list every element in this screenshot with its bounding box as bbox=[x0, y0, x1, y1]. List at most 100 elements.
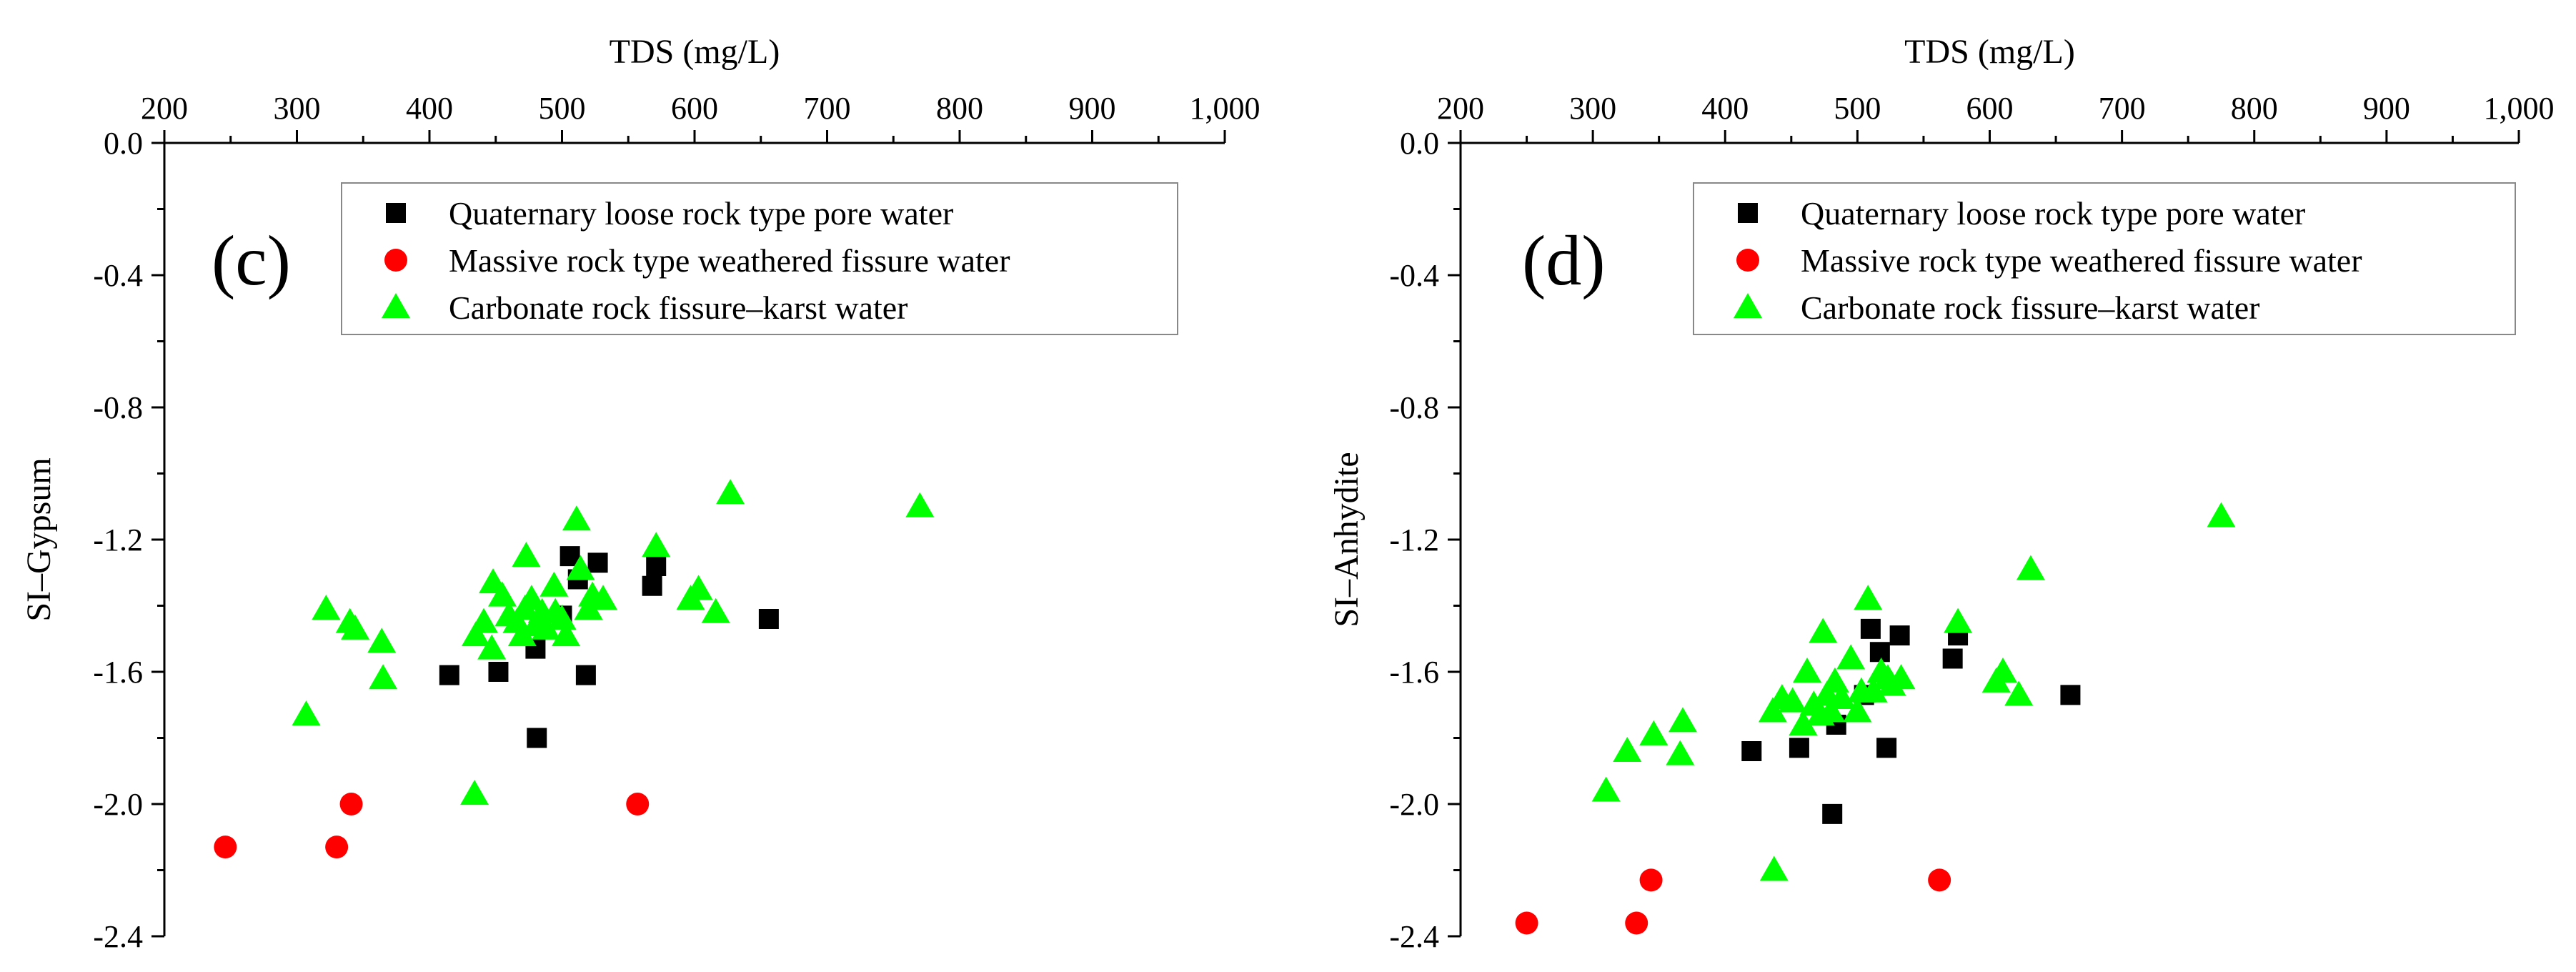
data-point bbox=[532, 614, 561, 640]
x-tick-label: 1,000 bbox=[2484, 91, 2555, 126]
panel-label: (d) bbox=[1522, 221, 1606, 300]
data-point bbox=[1789, 710, 1818, 735]
data-point bbox=[1820, 667, 1849, 693]
y-tick-label: -0.8 bbox=[1389, 390, 1439, 425]
data-point bbox=[488, 581, 517, 607]
x-axis-title: TDS (mg/L) bbox=[610, 33, 780, 71]
data-point bbox=[512, 542, 541, 567]
data-point bbox=[1669, 707, 1698, 733]
data-point bbox=[1869, 642, 1890, 663]
series-circle bbox=[1515, 868, 1951, 935]
data-point bbox=[642, 575, 662, 596]
legend-marker-circle bbox=[384, 249, 407, 272]
data-point bbox=[1741, 741, 1762, 761]
data-point bbox=[1758, 697, 1787, 723]
legend-label: Massive rock type weathered fissure wate… bbox=[1801, 242, 2362, 279]
data-point bbox=[1944, 608, 1973, 633]
data-point bbox=[1843, 697, 1872, 723]
data-point bbox=[1591, 776, 1621, 802]
x-tick-label: 300 bbox=[274, 91, 321, 126]
data-point bbox=[1827, 684, 1856, 709]
series-triangle bbox=[292, 479, 935, 805]
legend-marker-square bbox=[1738, 203, 1758, 223]
data-point bbox=[312, 595, 341, 620]
x-tick-label: 700 bbox=[2099, 91, 2146, 126]
data-point bbox=[1666, 740, 1695, 765]
data-point bbox=[1876, 738, 1897, 758]
legend-box bbox=[1693, 182, 2516, 335]
legend-marker-triangle bbox=[1734, 293, 1762, 318]
legend-label: Quaternary loose rock type pore water bbox=[449, 195, 953, 232]
x-tick-label: 800 bbox=[2231, 91, 2278, 126]
data-point bbox=[2016, 555, 2045, 580]
data-point bbox=[507, 621, 537, 647]
data-point bbox=[1778, 687, 1807, 713]
panel-label: (c) bbox=[212, 221, 291, 300]
x-tick-label: 800 bbox=[936, 91, 983, 126]
y-tick-label: 0.0 bbox=[104, 126, 143, 161]
x-tick-label: 600 bbox=[671, 91, 718, 126]
x-tick-label: 400 bbox=[406, 91, 453, 126]
data-point bbox=[1889, 625, 1910, 646]
data-point bbox=[552, 621, 581, 647]
x-tick-label: 200 bbox=[141, 91, 188, 126]
data-point bbox=[2004, 680, 2034, 706]
x-tick-label: 600 bbox=[1966, 91, 2014, 126]
data-point bbox=[547, 605, 577, 630]
x-tick-label: 400 bbox=[1701, 91, 1749, 126]
legend: Quaternary loose rock type pore water Mas… bbox=[341, 182, 1178, 335]
data-point bbox=[684, 575, 713, 600]
data-point bbox=[1859, 677, 1888, 703]
data-point bbox=[292, 700, 321, 726]
x-tick-label: 300 bbox=[1569, 91, 1616, 126]
data-point bbox=[1793, 658, 1822, 683]
y-tick-label: -0.4 bbox=[93, 258, 143, 293]
y-tick-label: -1.2 bbox=[1389, 522, 1439, 557]
y-axis-title: SI–Gypsum bbox=[20, 457, 58, 621]
data-point bbox=[1928, 868, 1951, 892]
data-point bbox=[701, 597, 730, 623]
data-point bbox=[460, 780, 489, 805]
data-point bbox=[1789, 738, 1809, 758]
data-point bbox=[2207, 502, 2236, 527]
series-triangle bbox=[1591, 502, 2236, 881]
y-tick-label: -2.0 bbox=[93, 787, 143, 822]
legend-marker-square bbox=[386, 203, 406, 223]
data-point bbox=[626, 793, 650, 815]
legend-box bbox=[341, 182, 1178, 335]
data-point bbox=[469, 608, 499, 633]
y-tick-label: -1.2 bbox=[93, 522, 143, 557]
data-point bbox=[1515, 911, 1538, 935]
data-point bbox=[339, 793, 363, 815]
series-square bbox=[1741, 618, 2081, 824]
y-tick-label: 0.0 bbox=[1400, 126, 1439, 161]
data-point bbox=[1816, 697, 1846, 723]
data-point bbox=[1625, 911, 1648, 935]
data-point bbox=[905, 492, 935, 517]
legend-marker-triangle bbox=[382, 293, 410, 318]
x-tick-label: 500 bbox=[539, 91, 586, 126]
data-point bbox=[2060, 685, 2081, 705]
data-point bbox=[439, 665, 459, 685]
chart-panel-c: 200 300 400 500 600 700 800 900 1,000 0.0 -0.4 -0.8… bbox=[20, 33, 1260, 954]
y-axis-title: SI–Anhydite bbox=[1328, 452, 1366, 627]
y-tick-label: -1.6 bbox=[1389, 655, 1439, 690]
data-point bbox=[1639, 868, 1663, 892]
data-point bbox=[566, 555, 595, 580]
legend-label: Carbonate rock fissure–karst water bbox=[1801, 289, 2259, 326]
data-point bbox=[587, 552, 608, 573]
x-tick-label: 700 bbox=[804, 91, 851, 126]
data-point bbox=[1613, 737, 1642, 762]
data-point bbox=[1639, 720, 1669, 745]
legend-marker-circle bbox=[1736, 249, 1759, 272]
data-point bbox=[758, 609, 779, 629]
y-tick-label: -2.0 bbox=[1389, 787, 1439, 822]
data-point bbox=[574, 595, 603, 620]
data-point bbox=[214, 835, 237, 859]
data-point bbox=[539, 571, 569, 597]
y-tick-label: -2.4 bbox=[1389, 919, 1439, 954]
x-tick-label: 200 bbox=[1437, 91, 1484, 126]
y-tick-label: -0.8 bbox=[93, 390, 143, 425]
data-point bbox=[1886, 664, 1916, 690]
